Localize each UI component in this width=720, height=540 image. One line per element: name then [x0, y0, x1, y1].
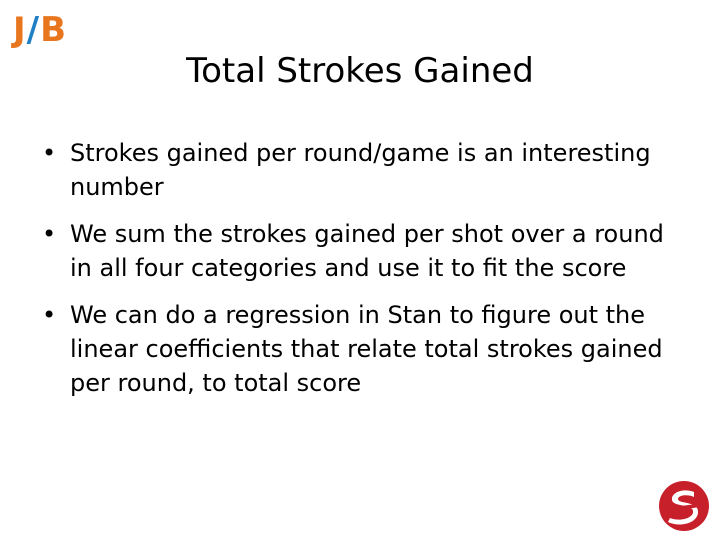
bullet-dot-icon: •	[42, 220, 57, 248]
bullet-list: • Strokes gained per round/game is an in…	[40, 136, 690, 413]
bullet-text: We can do a regression in Stan to figure…	[70, 301, 663, 397]
bullet-item: • We can do a regression in Stan to figu…	[40, 298, 690, 400]
slide-title: Total Strokes Gained	[186, 51, 534, 91]
bullet-text: We sum the strokes gained per shot over …	[70, 220, 664, 282]
jb-logo-slash: /	[26, 10, 41, 50]
bullet-dot-icon: •	[42, 139, 57, 167]
jb-logo-b: B	[40, 10, 67, 50]
bullet-dot-icon: •	[42, 301, 57, 329]
stan-logo-icon	[659, 481, 709, 531]
bullet-item: • We sum the strokes gained per shot ove…	[40, 217, 690, 285]
bullet-item: • Strokes gained per round/game is an in…	[40, 136, 690, 204]
jb-logo-j: J	[13, 10, 27, 50]
jb-logo: J/B	[13, 10, 67, 50]
bullet-text: Strokes gained per round/game is an inte…	[70, 139, 651, 201]
